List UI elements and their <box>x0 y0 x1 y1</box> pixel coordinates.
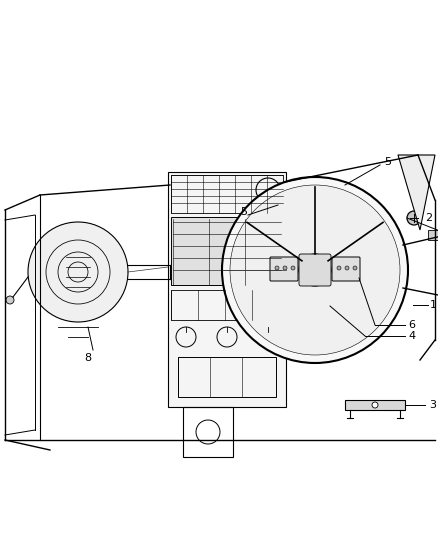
Circle shape <box>337 266 341 270</box>
Circle shape <box>222 177 408 363</box>
Bar <box>171 175 283 213</box>
Circle shape <box>230 185 400 355</box>
FancyBboxPatch shape <box>299 254 331 286</box>
Bar <box>345 400 405 410</box>
Text: 6: 6 <box>409 320 416 330</box>
Bar <box>183 407 233 457</box>
Text: 4: 4 <box>409 331 416 341</box>
Text: 8: 8 <box>85 353 92 363</box>
FancyBboxPatch shape <box>332 257 360 281</box>
Circle shape <box>291 266 295 270</box>
Bar <box>171 290 283 320</box>
Circle shape <box>6 296 14 304</box>
Text: 5: 5 <box>385 157 392 167</box>
Circle shape <box>283 266 287 270</box>
Text: 5: 5 <box>240 207 247 217</box>
Polygon shape <box>398 155 435 230</box>
Text: 3: 3 <box>430 400 437 410</box>
Circle shape <box>28 222 128 322</box>
Text: 1: 1 <box>430 300 437 310</box>
Bar <box>178 357 276 397</box>
Circle shape <box>275 266 279 270</box>
Circle shape <box>407 211 421 225</box>
Bar <box>168 172 286 407</box>
Bar <box>171 217 283 285</box>
Circle shape <box>372 402 378 408</box>
Circle shape <box>345 266 349 270</box>
Bar <box>428 230 438 240</box>
FancyBboxPatch shape <box>270 257 298 281</box>
Text: 2: 2 <box>425 213 433 223</box>
Circle shape <box>299 254 331 286</box>
Circle shape <box>353 266 357 270</box>
